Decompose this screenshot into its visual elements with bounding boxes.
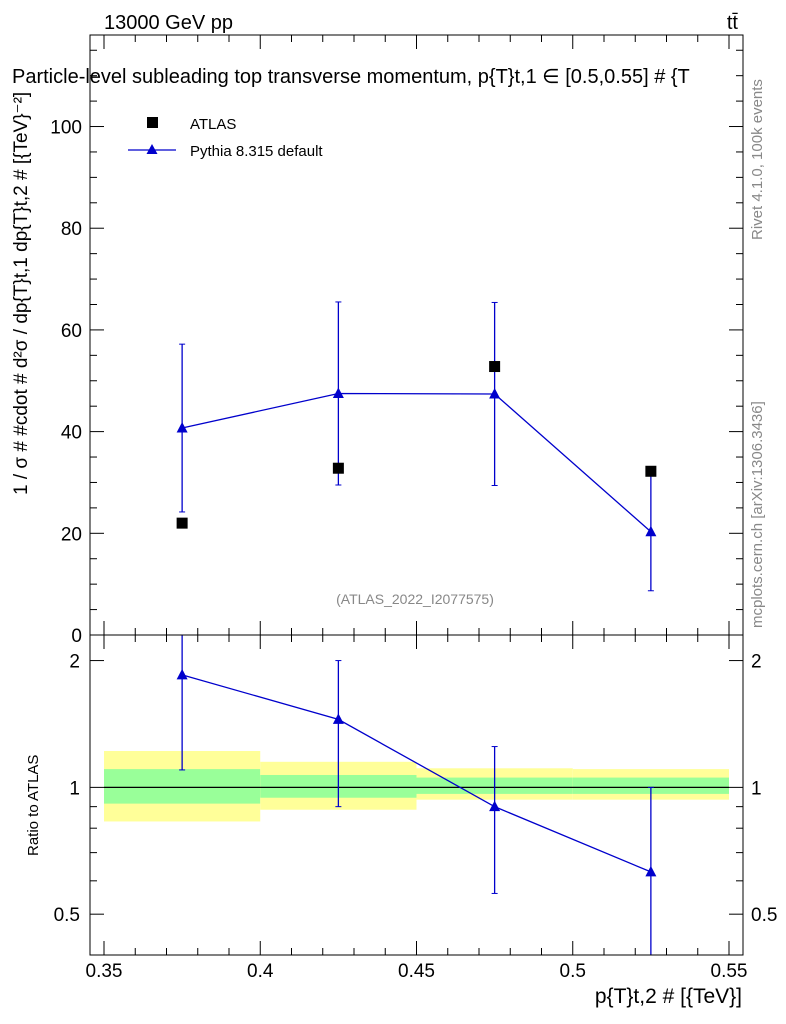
plot-title: Particle-level subleading top transverse… [12, 66, 690, 88]
mc-point [645, 525, 657, 537]
ratio-y-axis-title: Ratio to ATLAS [25, 755, 42, 856]
ratio-mc-point [332, 713, 344, 724]
ratio-plot-layer [176, 635, 657, 955]
x-axis-title: p{T}t,2 # [{TeV}] [595, 985, 742, 1008]
x-tick-label: 0.45 [398, 961, 435, 982]
atlas-data-point [332, 462, 344, 474]
x-tick-label: 0.55 [711, 961, 748, 982]
ratio-y-tick-label-right: 2 [751, 652, 762, 673]
ratio-band-inner [572, 777, 729, 794]
main-plot-frame [89, 34, 744, 636]
ratio-band-inner [104, 769, 261, 804]
ratio-mc-line [181, 674, 652, 873]
ratio-y-tick-label: 0.5 [54, 905, 80, 926]
ratio-mc-point [645, 865, 657, 877]
energy-label: 13000 GeV pp [104, 12, 233, 34]
main-y-tick-label: 0 [71, 626, 82, 647]
ratio-mc-point [176, 668, 188, 680]
mc-point [176, 422, 188, 433]
x-tick-label: 0.4 [247, 961, 274, 982]
analysis-watermark: (ATLAS_2022_I2077575) [336, 591, 494, 607]
atlas-data-point [645, 465, 657, 477]
main-y-tick-label: 20 [61, 524, 82, 545]
x-tick-label: 0.5 [560, 961, 586, 982]
ratio-y-tick-label: 1 [69, 778, 80, 799]
main-y-tick-label: 100 [50, 118, 82, 139]
main-y-tick-label: 60 [61, 321, 82, 342]
ticks-layer: 0 20 40 60 80 100 0.35 0.4 0.45 0.5 0.55 0.5 0.5 1 1 2 2 [50, 35, 777, 982]
mc-series-line [181, 392, 652, 533]
main-content-layer [176, 301, 657, 592]
mc-point [489, 387, 501, 399]
ratio-y-tick-label-right: 1 [751, 778, 762, 799]
main-y-tick-label: 80 [61, 219, 82, 240]
atlas-data-point [176, 517, 188, 529]
mcplots-label: mcplots.cern.ch [arXiv:1306.3436] [749, 401, 766, 628]
legend-data-label: ATLAS [190, 116, 236, 133]
legend: ATLAS Pythia 8.315 default [128, 116, 323, 160]
mc-point [332, 387, 344, 398]
legend-data-marker [147, 117, 158, 128]
ratio-y-tick-label-right: 0.5 [751, 905, 777, 926]
ratio-y-tick-label: 2 [69, 652, 80, 673]
legend-mc-label: Pythia 8.315 default [190, 143, 323, 160]
legend-mc-marker [146, 144, 158, 154]
ratio-mc-point [489, 800, 501, 812]
main-y-axis-title: 1 / σ # #cdot # d²σ / dp{T}t,1 dp{T}t,2 … [11, 92, 32, 495]
x-tick-label: 0.35 [86, 961, 123, 982]
ratio-bands-layer [104, 750, 729, 822]
atlas-data-point [489, 361, 501, 373]
process-label: tt̄ [727, 12, 739, 34]
main-y-tick-label: 40 [61, 423, 82, 444]
rivet-version-label: Rivet 4.1.0, 100k events [749, 79, 766, 240]
